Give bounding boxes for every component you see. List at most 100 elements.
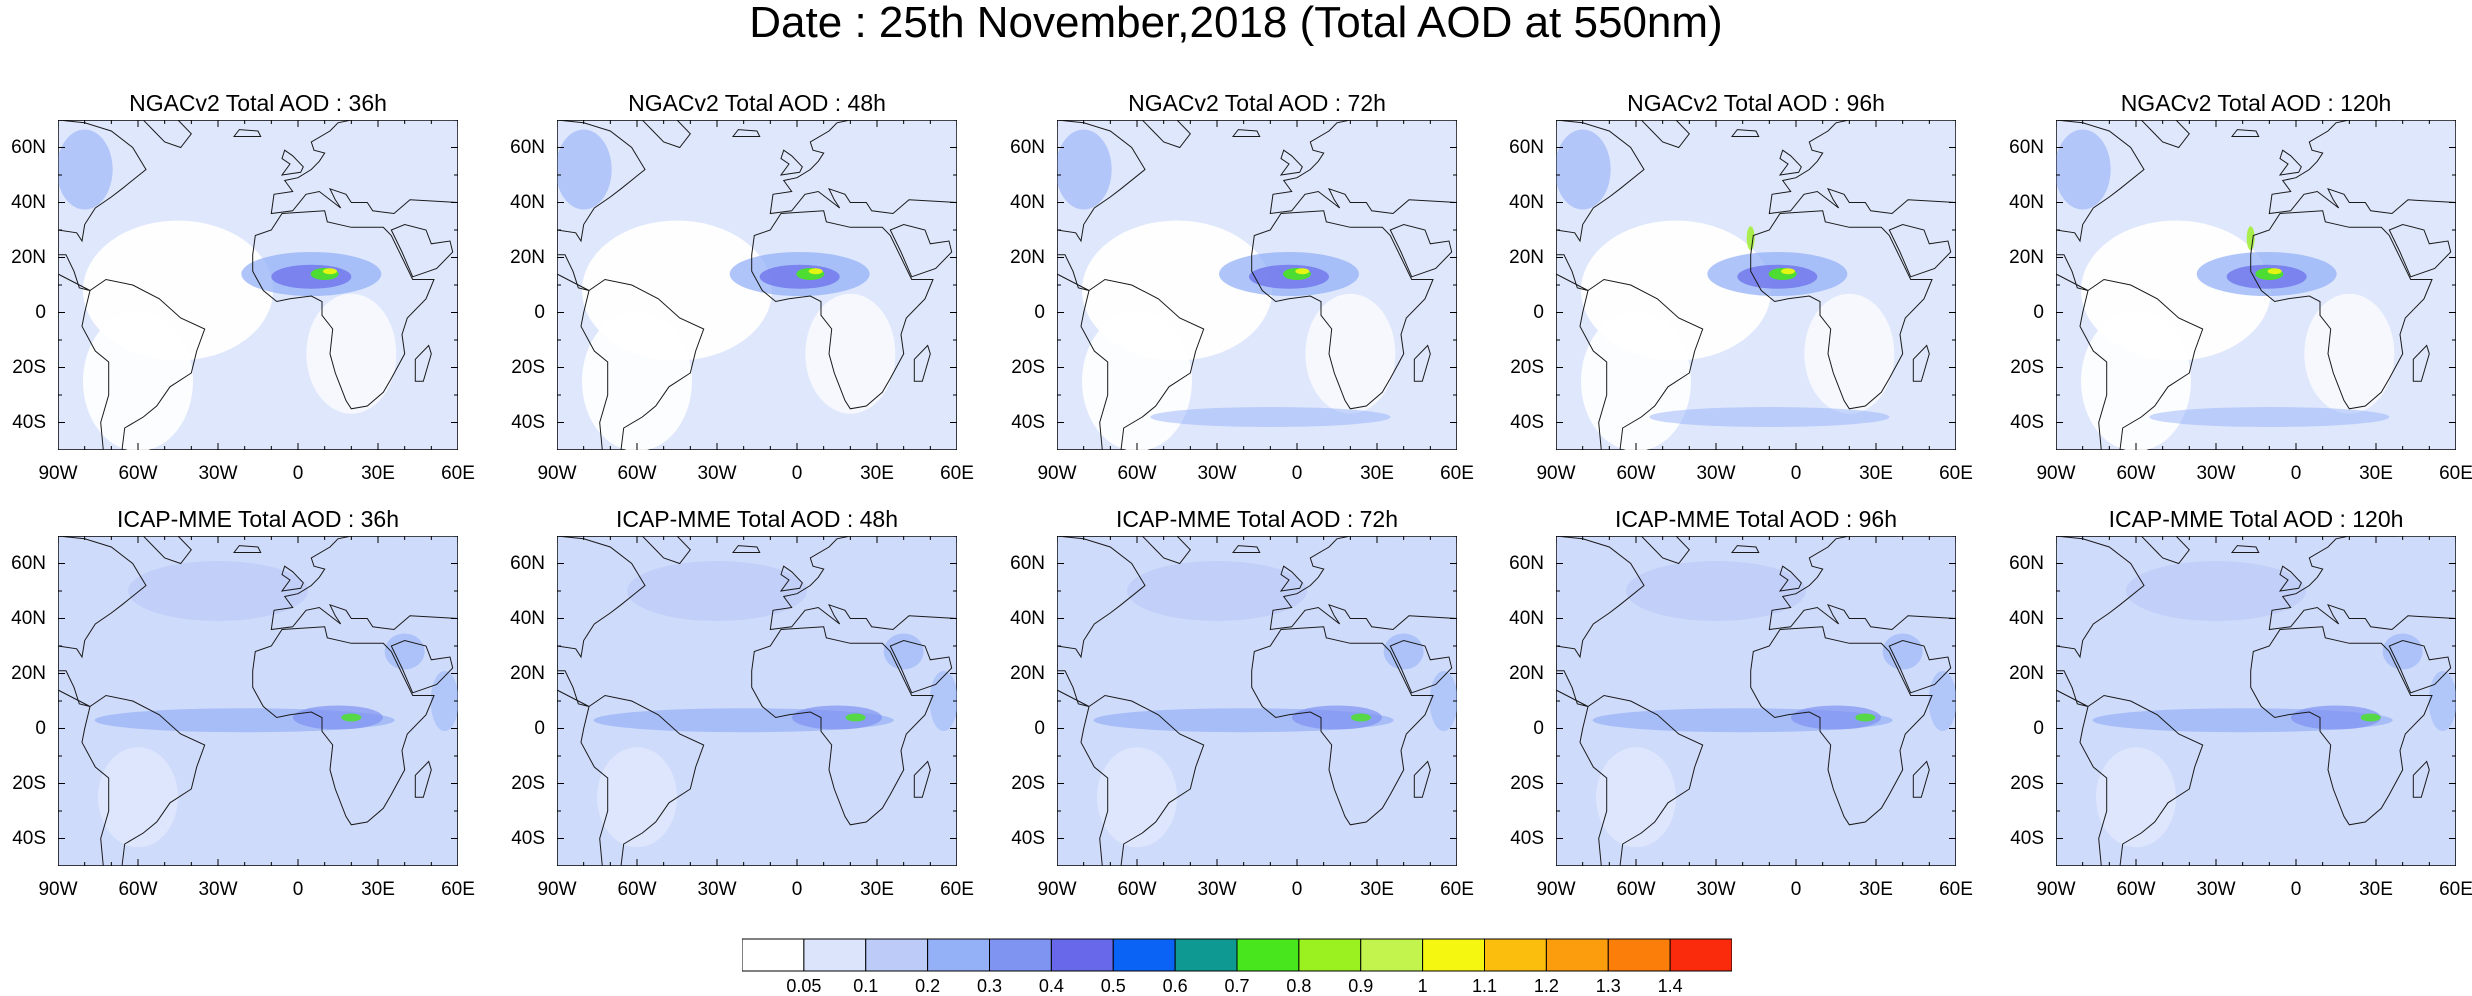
latitude-label: 40S — [1510, 827, 1544, 849]
aod-colorbar — [742, 938, 1732, 972]
coastline — [280, 149, 304, 176]
colorbar-swatch — [927, 938, 990, 972]
coastline — [1279, 149, 1303, 176]
coastlines — [1556, 536, 1956, 866]
coastlines — [58, 120, 458, 450]
coastline — [2079, 278, 2204, 450]
haze-plume — [2056, 129, 2111, 210]
coastline — [2079, 694, 2204, 866]
north-atlantic-band — [128, 561, 308, 621]
map-panel: NGACv2 Total AOD : 72h 60N 40N 20N 0 20S 40S 90… — [1010, 88, 1474, 498]
longitude-label: 0 — [2290, 879, 2302, 900]
aod-map — [557, 120, 957, 450]
south-america-background — [2096, 747, 2176, 848]
coastline — [2412, 344, 2430, 382]
longitude-label: 60W — [1117, 879, 1157, 900]
middle-east-aerosol — [1882, 633, 1923, 670]
latitude-label: 40S — [12, 827, 46, 849]
map-panel: NGACv2 Total AOD : 96h 60N 40N 20N 0 20S 40S 90… — [1509, 88, 1973, 498]
colorbar-swatch — [1545, 938, 1609, 972]
south-america-background — [1097, 747, 1177, 848]
latitude-label: 20S — [1011, 772, 1045, 794]
coastlines — [2056, 120, 2456, 450]
latitude-label: 60N — [1010, 552, 1045, 574]
longitude-label: 60W — [1616, 879, 1656, 900]
coastline — [1912, 760, 1930, 798]
panel-title: ICAP-MME Total AOD : 96h — [1614, 506, 1898, 532]
longitude-label: 60E — [1939, 879, 1973, 900]
longitude-label: 0 — [2290, 463, 2302, 484]
map-panel: ICAP-MME Total AOD : 96h 60N 40N 20N 0 20S 40S… — [1509, 504, 1973, 914]
latitude-label: 40S — [511, 827, 545, 849]
axis-ticks — [2056, 120, 2456, 450]
panel-title: ICAP-MME Total AOD : 120h — [2108, 506, 2404, 532]
latitude-label: 20N — [1509, 662, 1544, 684]
coastline — [779, 149, 803, 176]
colorbar-swatch — [989, 938, 1052, 972]
panel-title: ICAP-MME Total AOD : 48h — [615, 506, 899, 532]
longitude-label: 90W — [537, 879, 577, 900]
peak-aod-hotspot — [2267, 268, 2282, 275]
peak-aod-hotspot — [1781, 268, 1795, 275]
latitude-label: 0 — [1034, 301, 1045, 323]
coastline — [751, 210, 934, 410]
coastline — [1579, 694, 1704, 866]
colorbar-tick-label: 0.05 — [786, 976, 822, 996]
coastline — [2140, 536, 2190, 565]
arabian-sea-aerosol — [1429, 671, 1457, 731]
latitude-label: 60N — [11, 552, 46, 574]
latitude-label: 20N — [2009, 246, 2044, 268]
latitude-label: 20S — [1510, 772, 1544, 794]
colorbar-tick-label: 1.1 — [1471, 976, 1498, 996]
high-aod-hotspot — [1855, 713, 1876, 722]
latitude-label: 0 — [35, 717, 46, 739]
coastline — [1912, 344, 1930, 382]
coastline — [557, 120, 646, 243]
coastline — [1231, 129, 1261, 137]
latitude-label: 40N — [1010, 191, 1045, 213]
coastline — [1057, 254, 1090, 291]
coastline — [1640, 120, 1690, 149]
latitude-label: 0 — [1533, 301, 1544, 323]
latitude-label: 0 — [2033, 717, 2044, 739]
latitude-label: 40S — [1011, 411, 1045, 433]
longitude-label: 30E — [361, 879, 395, 900]
latitude-label: 20N — [11, 246, 46, 268]
coastline — [270, 120, 458, 215]
aod-map — [2056, 120, 2456, 450]
middle-east-aerosol — [2382, 633, 2423, 670]
coastline — [641, 536, 691, 565]
clean-air-region — [582, 311, 692, 450]
latitude-label: 40N — [2009, 191, 2044, 213]
clean-air-region — [306, 293, 397, 414]
longitude-label: 30W — [2196, 463, 2236, 484]
map-panel: NGACv2 Total AOD : 36h 60N 40N 20N 0 20S 40S 90… — [11, 88, 475, 498]
colorbar-swatch — [803, 938, 867, 972]
coastline — [1231, 545, 1261, 553]
coastline — [81, 694, 206, 866]
colorbar-swatch — [1607, 938, 1671, 972]
coastline — [2268, 536, 2456, 631]
coastal-dust-plume — [2246, 226, 2255, 251]
longitude-label: 60W — [1616, 463, 1656, 484]
coastline — [1080, 278, 1205, 450]
coastline — [2268, 120, 2456, 215]
latitude-label: 20S — [2010, 772, 2044, 794]
latitude-label: 20N — [510, 662, 545, 684]
latitude-label: 60N — [1509, 552, 1544, 574]
latitude-label: 40S — [12, 411, 46, 433]
axis-ticks — [1556, 120, 1956, 450]
longitude-label: 0 — [791, 463, 803, 484]
longitude-label: 60E — [940, 463, 974, 484]
aod-map — [2056, 536, 2456, 866]
coastline — [58, 120, 147, 243]
coastline — [58, 536, 147, 659]
coastline — [2412, 760, 2430, 798]
aod-map — [1556, 536, 1956, 866]
longitude-label: 30E — [2359, 463, 2393, 484]
coastline — [769, 120, 957, 215]
longitude-label: 30E — [2359, 879, 2393, 900]
longitude-label: 60E — [441, 463, 475, 484]
latitude-label: 0 — [1533, 717, 1544, 739]
north-atlantic-band — [627, 561, 807, 621]
